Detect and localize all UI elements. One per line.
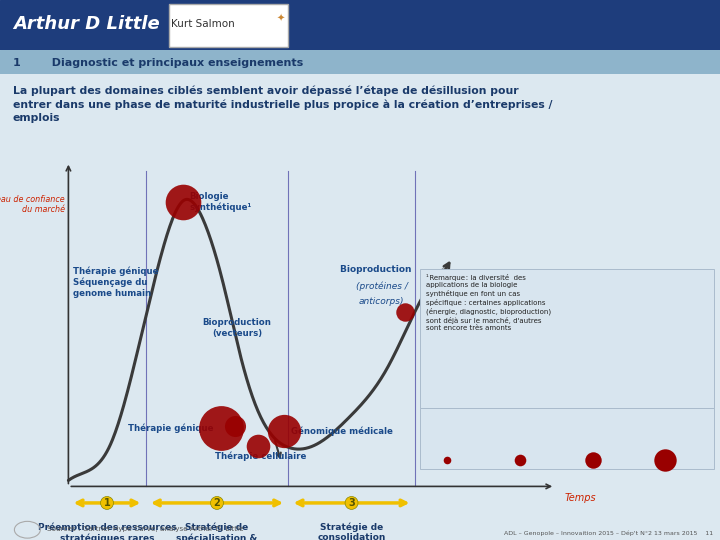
Text: 1        Diagnostic et principaux enseignements: 1 Diagnostic et principaux enseignements [13, 58, 303, 68]
Text: Biologie
synthétique¹: Biologie synthétique¹ [189, 192, 252, 212]
FancyBboxPatch shape [420, 269, 714, 408]
Text: Thérapie cellulaire: Thérapie cellulaire [215, 452, 306, 461]
Text: Effectifs entreprises: Effectifs entreprises [523, 413, 611, 422]
Text: Genopole®: Genopole® [543, 421, 591, 430]
FancyBboxPatch shape [420, 408, 714, 469]
Point [215, 423, 226, 432]
Text: [0;50]: [0;50] [460, 457, 480, 463]
Point [252, 442, 264, 450]
Text: Stratégie de
consolidation: Stratégie de consolidation [318, 522, 386, 540]
Text: Stratégie de
spécialisation &
d'amélioration: Stratégie de spécialisation & d'améliora… [176, 522, 258, 540]
Text: Thérapie génique
Séquençage du
genome humain: Thérapie génique Séquençage du genome hu… [73, 267, 158, 298]
Point [229, 422, 240, 430]
Text: anticorps): anticorps) [359, 297, 404, 306]
Text: Préemption des ressources
stratégiques rares: Préemption des ressources stratégiques r… [37, 522, 176, 540]
Text: Arthur D Little: Arthur D Little [13, 15, 160, 33]
Text: Thérapie génique: Thérapie génique [128, 423, 213, 433]
Text: [50;100]: [50;100] [533, 457, 562, 463]
Point [177, 198, 189, 207]
Text: 1: 1 [104, 498, 110, 508]
Text: [>200]: [>200] [678, 457, 702, 463]
Point [400, 308, 411, 316]
Text: La plupart des domaines ciblés semblent avoir dépassé l’étape de désillusion pou: La plupart des domaines ciblés semblent … [13, 86, 552, 123]
Text: Génomique médicale: Génomique médicale [291, 426, 392, 436]
Text: Kurt Salmon: Kurt Salmon [171, 19, 235, 29]
Text: Niveau de confiance
du marché: Niveau de confiance du marché [0, 195, 65, 214]
Point [514, 456, 526, 464]
Text: 3: 3 [348, 498, 355, 508]
Point [587, 456, 598, 464]
Point [278, 427, 289, 435]
Text: Bioproduction
(vecteurs): Bioproduction (vecteurs) [202, 318, 271, 338]
FancyBboxPatch shape [169, 4, 288, 46]
Point [660, 456, 671, 464]
Text: (protéines /: (protéines / [356, 282, 408, 291]
Text: Temps: Temps [564, 494, 596, 503]
Text: [100;200]: [100;200] [606, 457, 639, 463]
Point [441, 456, 453, 464]
Text: 2: 2 [214, 498, 220, 508]
Text: ADL – Genopole – Innovaition 2015 – Dép't N°2 13 mars 2015    11: ADL – Genopole – Innovaition 2015 – Dép'… [504, 531, 713, 536]
Text: Sources : Gartner Hype Curve; analyse Arthur D. Little: Sources : Gartner Hype Curve; analyse Ar… [47, 525, 243, 531]
Text: ¹ Remarque : la diversité  des
applications de la biologie
synthétique en font u: ¹ Remarque : la diversité des applicatio… [426, 274, 552, 332]
Text: Bioproduction: Bioproduction [340, 266, 415, 274]
Text: ✦: ✦ [276, 14, 285, 24]
